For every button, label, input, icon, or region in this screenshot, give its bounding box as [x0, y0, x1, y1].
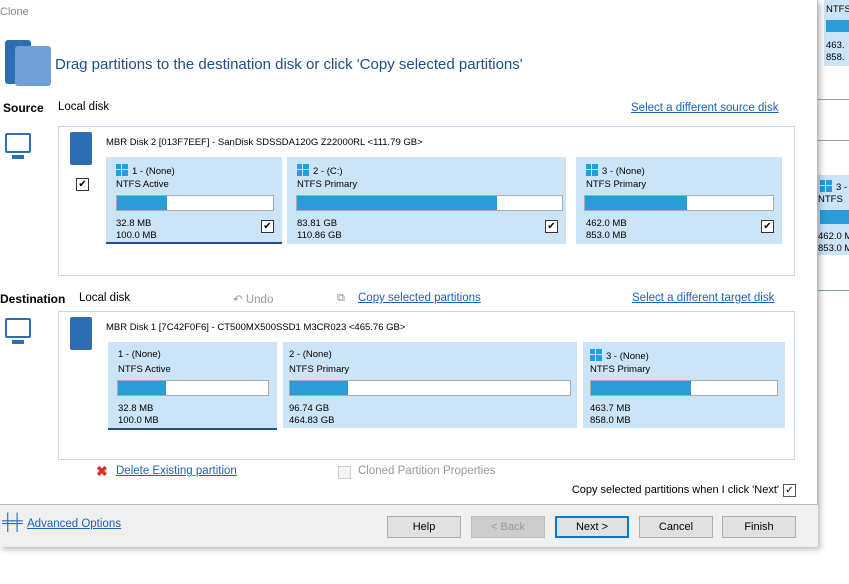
computer-icon-base	[12, 155, 24, 159]
select-target-disk-link[interactable]: Select a different target disk	[632, 292, 775, 304]
help-button[interactable]: Help	[387, 516, 461, 538]
destination-partition-2[interactable]: 2 - (None) NTFS Primary 96.74 GB 464.83 …	[283, 342, 577, 428]
footer: ╪╪ Advanced Options Help < Back Next > C…	[0, 504, 818, 547]
bg-partition: 3 - NTFS 462.0 M 853.0 M	[818, 175, 849, 255]
select-source-disk-link[interactable]: Select a different source disk	[631, 102, 779, 114]
properties-icon	[338, 466, 351, 479]
undo-icon: ↶	[233, 294, 246, 306]
computer-icon	[5, 318, 31, 338]
usage-bar	[289, 380, 571, 396]
advanced-options-icon: ╪╪	[2, 514, 23, 531]
usage-bar	[117, 380, 269, 396]
finish-button[interactable]: Finish	[722, 516, 796, 538]
windows-icon	[116, 164, 128, 176]
destination-label: Destination	[0, 292, 66, 306]
hard-disk-icon	[70, 132, 92, 165]
undo-button[interactable]: ↶ Undo	[233, 294, 274, 306]
computer-icon-base	[12, 340, 24, 344]
usage-bar	[296, 195, 563, 211]
copy-selected-partitions-link[interactable]: Copy selected partitions	[358, 292, 481, 304]
source-type: Local disk	[58, 101, 110, 113]
instruction-heading: Drag partitions to the destination disk …	[55, 56, 523, 73]
hard-disk-icon	[70, 317, 92, 350]
copy-icon: ⧉	[337, 292, 345, 304]
back-button[interactable]: < Back	[471, 516, 545, 538]
bg-partition-top: NTFS 463. 858.	[824, 0, 849, 66]
source-partition-3[interactable]: 3 - (None) NTFS Primary 462.0 MB 853.0 M…	[576, 157, 782, 244]
partition-checkbox[interactable]: ✔	[761, 220, 774, 233]
cancel-button[interactable]: Cancel	[639, 516, 713, 538]
windows-icon	[820, 180, 832, 192]
destination-type: Local disk	[79, 292, 131, 304]
windows-icon	[297, 164, 309, 176]
next-button[interactable]: Next >	[555, 516, 629, 538]
usage-bar	[116, 195, 274, 211]
source-partition-2[interactable]: 2 - (C:) NTFS Primary 83.81 GB 110.86 GB…	[287, 157, 566, 244]
windows-icon	[590, 349, 602, 361]
cloned-partition-properties[interactable]: Cloned Partition Properties	[358, 465, 496, 477]
delete-existing-partition-link[interactable]: Delete Existing partition	[116, 465, 237, 477]
windows-icon	[586, 164, 598, 176]
window-title: Clone	[0, 6, 29, 18]
source-label: Source	[3, 101, 44, 115]
source-disk-checkbox[interactable]: ✔	[76, 178, 89, 191]
partition-checkbox[interactable]: ✔	[545, 220, 558, 233]
source-disk-name: MBR Disk 2 [013F7EEF] - SanDisk SDSSDA12…	[106, 137, 423, 148]
destination-partition-1[interactable]: 1 - (None) NTFS Active 32.8 MB 100.0 MB	[108, 342, 277, 430]
computer-icon	[5, 133, 31, 153]
background-window: NTFS 463. 858. 3 - NTFS 462.0 M 853.0 M	[818, 0, 849, 584]
destination-disk-name: MBR Disk 1 [7C42F0F6] - CT500MX500SSD1 M…	[106, 322, 406, 333]
destination-partition-3[interactable]: 3 - (None) NTFS Primary 463.7 MB 858.0 M…	[583, 342, 785, 428]
source-partition-1[interactable]: 1 - (None) NTFS Active 32.8 MB 100.0 MB …	[106, 157, 282, 244]
clone-icon-front	[15, 46, 51, 86]
advanced-options-link[interactable]: Advanced Options	[27, 518, 121, 530]
usage-bar	[584, 195, 774, 211]
clone-dialog: Clone Drag partitions to the destination…	[0, 0, 818, 547]
copy-on-next-label: Copy selected partitions when I click 'N…	[571, 484, 779, 496]
usage-bar	[590, 380, 778, 396]
delete-icon: ✖	[96, 463, 108, 479]
partition-checkbox[interactable]: ✔	[261, 220, 274, 233]
copy-on-next-checkbox[interactable]: ✓	[783, 484, 796, 497]
